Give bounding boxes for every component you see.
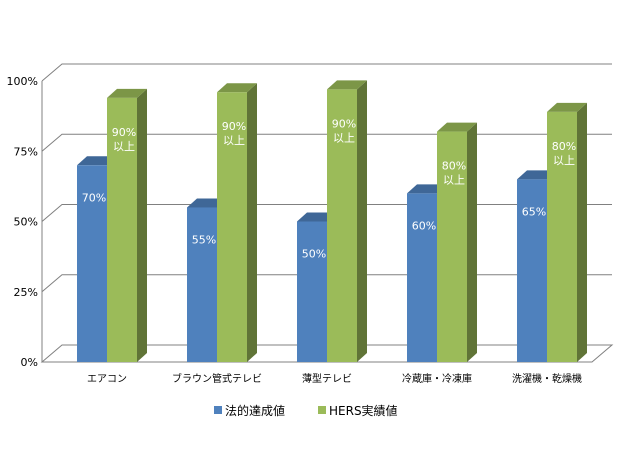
bar-front (297, 221, 327, 362)
bar-hers: 90%以上 (217, 83, 257, 363)
bar-top (107, 88, 147, 98)
y-tick-label: 50% (14, 216, 38, 229)
data-label: 90% (112, 126, 136, 139)
data-label: 55% (192, 233, 216, 246)
bar-hers: 90%以上 (327, 80, 367, 363)
data-label: 以上 (333, 131, 355, 144)
y-axis-ticks: 0% 25% 50% 75% 100% (7, 75, 38, 369)
bar-front (437, 131, 467, 362)
bar-front (547, 111, 577, 362)
data-label: 以上 (443, 174, 465, 187)
bar-front (407, 193, 437, 362)
bar-side (247, 83, 257, 363)
bar-top (327, 80, 367, 90)
x-category-label: エアコン (87, 374, 127, 385)
bar-front (77, 165, 107, 362)
x-category-label: 薄型テレビ (302, 372, 352, 385)
data-label: 65% (522, 205, 546, 218)
x-category-label: 洗濯機・乾燥機 (512, 372, 582, 385)
bar-front (217, 92, 247, 363)
y-tick-label: 25% (14, 286, 38, 299)
data-label: 以上 (223, 134, 245, 147)
data-label: 60% (412, 219, 436, 232)
bar-side (467, 122, 477, 362)
data-label: 以上 (113, 140, 135, 153)
bar-side (357, 80, 367, 363)
data-label: 以上 (553, 154, 575, 167)
bar-side (137, 88, 147, 363)
bar-hers: 80%以上 (437, 122, 477, 362)
x-category-label: 冷蔵庫・冷凍庫 (402, 372, 472, 385)
data-label: 70% (82, 191, 106, 204)
data-label: 50% (302, 248, 326, 261)
y-tick-label: 0% (21, 356, 38, 369)
data-label: 90% (332, 117, 356, 130)
bar-top (437, 122, 477, 132)
legend-label: HERS実績値 (329, 403, 398, 418)
bar-top (217, 83, 257, 93)
legend: 法的達成値 HERS実績値 (214, 403, 398, 418)
legend-label: 法的達成値 (225, 403, 285, 418)
gridline (41, 63, 612, 82)
bar-side (577, 102, 587, 362)
y-tick-label: 100% (7, 75, 38, 88)
bar-hers: 80%以上 (547, 102, 587, 362)
bar-front (517, 179, 547, 362)
bar-front (327, 89, 357, 363)
legend-swatch (318, 406, 326, 414)
y-tick-label: 75% (14, 145, 38, 158)
gridline (41, 133, 612, 152)
bar-top (547, 102, 587, 112)
bar-hers: 90%以上 (107, 88, 147, 363)
x-category-label: ブラウン管式テレビ (172, 372, 262, 385)
x-axis-categories: エアコン ブラウン管式テレビ 薄型テレビ 冷蔵庫・冷凍庫 洗濯機・乾燥機 (87, 372, 582, 385)
data-label: 80% (552, 140, 576, 153)
data-label: 90% (222, 120, 246, 133)
legend-swatch (214, 406, 222, 414)
bar-front (187, 207, 217, 362)
bar-front (107, 97, 137, 363)
data-label: 80% (442, 160, 466, 173)
